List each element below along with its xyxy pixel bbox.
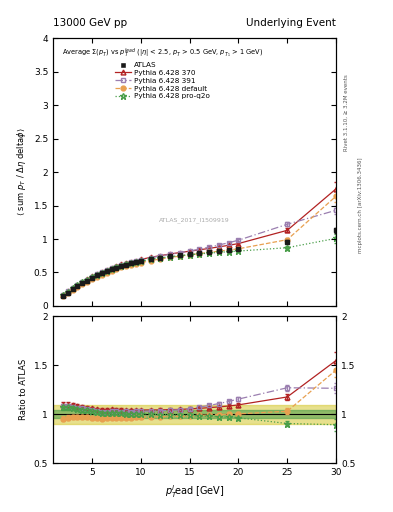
X-axis label: $p_T^l\!$ead [GeV]: $p_T^l\!$ead [GeV] [165, 483, 224, 500]
Text: mcplots.cern.ch [arXiv:1306.3436]: mcplots.cern.ch [arXiv:1306.3436] [358, 157, 363, 252]
Y-axis label: Ratio to ATLAS: Ratio to ATLAS [19, 359, 28, 420]
Text: Underlying Event: Underlying Event [246, 18, 336, 28]
Legend: ATLAS, Pythia 6.428 370, Pythia 6.428 391, Pythia 6.428 default, Pythia 6.428 pr: ATLAS, Pythia 6.428 370, Pythia 6.428 39… [59, 45, 265, 102]
Y-axis label: $\langle$ sum $p_T$ / $\Delta\eta$ delta$\phi\rangle$: $\langle$ sum $p_T$ / $\Delta\eta$ delta… [15, 128, 28, 217]
Text: Rivet 3.1.10, ≥ 3.2M events: Rivet 3.1.10, ≥ 3.2M events [344, 74, 349, 151]
Text: 13000 GeV pp: 13000 GeV pp [53, 18, 127, 28]
Text: ATLAS_2017_I1509919: ATLAS_2017_I1509919 [159, 218, 230, 223]
